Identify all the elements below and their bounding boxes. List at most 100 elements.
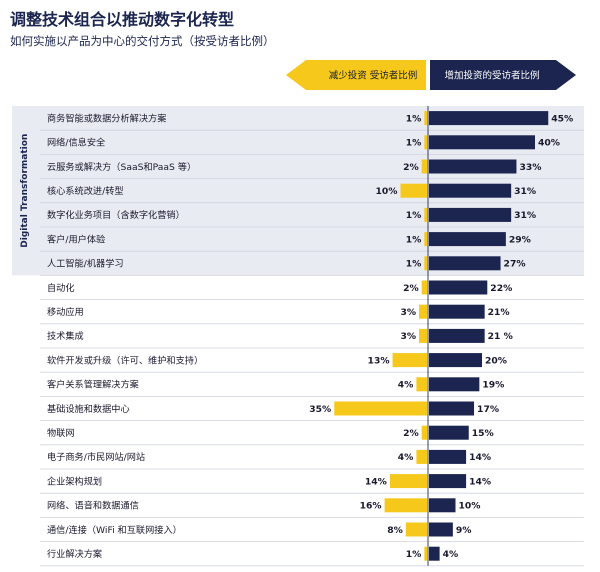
increase-bar — [429, 111, 549, 126]
decrease-value-label: 2% — [403, 162, 419, 173]
decrease-bar — [392, 353, 427, 368]
decrease-bar — [421, 159, 427, 174]
increase-bar — [429, 304, 485, 319]
chart-row: 物联网 2% 15% — [47, 425, 494, 440]
decrease-value-label: 1% — [406, 138, 422, 149]
category-label: 云服务或解决方（SaaS和PaaS 等） — [47, 161, 196, 173]
increase-value-label: 21 % — [488, 331, 513, 342]
increase-value-label: 19% — [482, 380, 504, 391]
decrease-value-label: 2% — [403, 283, 419, 294]
increase-value-label: 15% — [472, 428, 494, 439]
decrease-bar — [419, 328, 427, 343]
increase-bar — [429, 449, 467, 464]
decrease-bar — [389, 474, 427, 489]
decrease-value-label: 13% — [368, 355, 390, 366]
decrease-value-label: 1% — [406, 113, 422, 124]
decrease-bar — [424, 135, 427, 150]
category-label: 网络、语音和数据通信 — [47, 500, 139, 512]
decrease-bar — [424, 207, 427, 222]
decrease-bar — [421, 280, 427, 295]
category-label: 客户/用户体验 — [47, 233, 105, 245]
chart-row: 电子商务/市民网站/网站 4% 14% — [47, 449, 491, 464]
row-dividers — [40, 129, 584, 567]
increase-arrow — [430, 60, 576, 90]
decrease-value-label: 1% — [406, 259, 422, 270]
increase-bar — [429, 377, 480, 392]
increase-value-label: 14% — [469, 452, 491, 463]
increase-value-label: 4% — [443, 549, 459, 560]
decrease-value-label: 35% — [309, 404, 331, 415]
chart-row: 客户关系管理解决方案 4% 19% — [47, 377, 504, 392]
chart-row: 核心系统改进/转型 10% 31% — [47, 183, 536, 198]
category-label: 移动应用 — [47, 306, 84, 318]
category-label: 基础设施和数据中心 — [47, 403, 130, 415]
decrease-value-label: 4% — [398, 452, 414, 463]
decrease-bar — [416, 449, 427, 464]
increase-value-label: 31% — [514, 210, 536, 221]
decrease-bar — [424, 546, 427, 561]
decrease-value-label: 1% — [406, 549, 422, 560]
decrease-value-label: 1% — [406, 234, 422, 245]
decrease-value-label: 3% — [400, 331, 416, 342]
decrease-arrow-label: 减少投资 受访者比例 — [329, 70, 418, 82]
increase-value-label: 17% — [477, 404, 499, 415]
chart-row: 云服务或解决方（SaaS和PaaS 等） 2% 33% — [47, 159, 541, 174]
chart-row: 技术集成 3% 21 % — [47, 328, 513, 343]
decrease-bar — [424, 232, 427, 247]
legend: 减少投资 受访者比例 增加投资的受访者比例 — [286, 60, 576, 90]
increase-value-label: 27% — [504, 259, 526, 270]
increase-bar — [429, 353, 482, 368]
category-label: 电子商务/市民网站/网站 — [47, 451, 145, 463]
increase-value-label: 9% — [456, 525, 472, 536]
increase-bar — [429, 401, 475, 416]
increase-bar — [429, 546, 440, 561]
increase-value-label: 29% — [509, 234, 531, 245]
decrease-bar — [384, 498, 427, 513]
decrease-value-label: 10% — [376, 186, 398, 197]
increase-value-label: 31% — [514, 186, 536, 197]
increase-bar — [429, 498, 456, 513]
category-label: 行业解决方案 — [47, 548, 102, 560]
category-label: 客户关系管理解决方案 — [47, 379, 139, 391]
increase-value-label: 33% — [519, 162, 541, 173]
decrease-bar — [400, 183, 427, 198]
category-label: 物联网 — [47, 427, 75, 439]
increase-arrow-label: 增加投资的受访者比例 — [444, 70, 539, 82]
increase-bar — [429, 280, 488, 295]
decrease-bar — [334, 401, 427, 416]
decrease-bar — [405, 522, 427, 537]
increase-value-label: 22% — [490, 283, 512, 294]
increase-value-label: 21% — [488, 307, 510, 318]
category-label: 通信/连接（WiFi 和互联网接入） — [47, 524, 182, 536]
chart-row: 基础设施和数据中心 35% 17% — [47, 401, 499, 416]
increase-value-label: 45% — [551, 113, 573, 124]
decrease-value-label: 1% — [406, 210, 422, 221]
decrease-bar — [419, 304, 427, 319]
digital-transformation-label: Digital Transformation — [20, 134, 30, 248]
chart-row: 客户/用户体验 1% 29% — [47, 232, 531, 247]
increase-bar — [429, 256, 501, 271]
chart-subtitle: 如何实施以产品为中心的交付方式（按受访者比例） — [10, 34, 275, 48]
increase-bar — [429, 207, 512, 222]
decrease-value-label: 2% — [403, 428, 419, 439]
increase-value-label: 14% — [469, 476, 491, 487]
category-label: 数字化业务项目（含数字化营销） — [47, 209, 185, 221]
decrease-bar — [416, 377, 427, 392]
category-label: 自动化 — [47, 282, 75, 294]
category-label: 商务智能或数据分析解决方案 — [47, 112, 166, 124]
increase-bar — [429, 328, 485, 343]
decrease-value-label: 14% — [365, 476, 387, 487]
increase-bar — [429, 425, 469, 440]
chart-row: 人工智能/机器学习 1% 27% — [47, 256, 526, 271]
category-label: 核心系统改进/转型 — [47, 185, 124, 197]
decrease-value-label: 4% — [398, 380, 414, 391]
chart-row: 通信/连接（WiFi 和互联网接入） 8% 9% — [47, 522, 472, 537]
increase-bar — [429, 474, 467, 489]
increase-value-label: 20% — [485, 355, 507, 366]
increase-bar — [429, 232, 506, 247]
chart-row: 移动应用 3% 21% — [47, 304, 510, 319]
chart-row: 行业解决方案 1% 4% — [47, 546, 459, 561]
category-label: 软件开发或升级（许可、维护和支持） — [47, 354, 203, 366]
decrease-value-label: 3% — [400, 307, 416, 318]
